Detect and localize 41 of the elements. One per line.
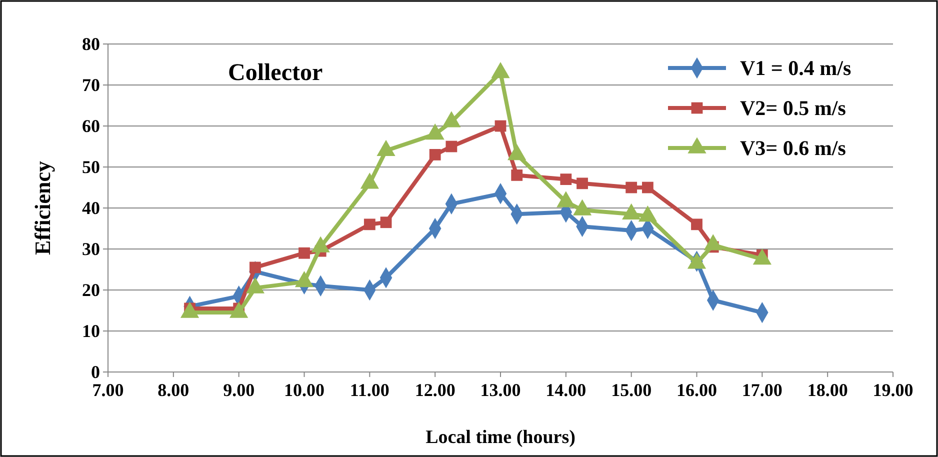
text: Collector	[228, 60, 323, 86]
point	[691, 218, 702, 230]
legend-label: V1 = 0.4 m/s	[740, 56, 852, 80]
x-tick-label: 18.00	[807, 380, 848, 400]
point	[249, 262, 261, 274]
point	[626, 182, 638, 194]
point	[494, 120, 506, 132]
x-tick-label: 13.00	[480, 380, 521, 400]
y-tick-label: 0	[91, 362, 100, 382]
y-tick-label: 60	[82, 116, 100, 136]
x-tick-label: 9.00	[223, 380, 255, 400]
x-tick-label: 8.00	[158, 380, 190, 400]
point	[576, 178, 588, 190]
x-tick-label: 11.00	[350, 380, 390, 400]
y-tick-label: 50	[82, 156, 100, 177]
point	[298, 247, 310, 259]
point	[446, 140, 458, 152]
x-tick-label: 16.00	[676, 380, 717, 400]
point	[642, 182, 654, 194]
y-tick-label: 20	[82, 280, 100, 300]
legend-label: V3= 0.6 m/s	[740, 136, 846, 160]
x-axis-title: Local time (hours)	[426, 427, 576, 448]
x-tick-label: 15.00	[611, 380, 652, 400]
point	[429, 149, 441, 160]
point	[560, 174, 572, 185]
y-tick-label: 70	[82, 74, 100, 95]
y-tick-label: 80	[82, 34, 100, 54]
point	[511, 170, 523, 181]
y-tick-label: 30	[82, 238, 100, 259]
x-tick-label: 10.00	[284, 380, 324, 400]
x-tick-label: 14.00	[546, 380, 586, 400]
point	[380, 216, 392, 228]
y-tick-label: 10	[82, 320, 100, 341]
x-tick-label: 12.00	[414, 380, 456, 400]
point	[364, 218, 376, 230]
legend-label: V2= 0.5 m/s	[740, 96, 846, 120]
y-axis-title: Efficiency	[30, 160, 55, 256]
y-tick-label: 40	[82, 198, 100, 218]
x-tick-label: 7.00	[92, 380, 124, 400]
x-tick-label: 17.00	[742, 380, 782, 400]
x-tick-label: 19.00	[872, 380, 914, 400]
